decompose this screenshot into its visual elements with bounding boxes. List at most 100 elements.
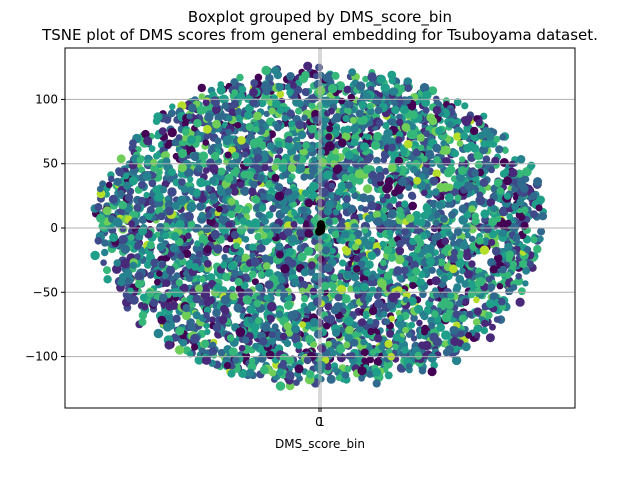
scatter-point: [347, 93, 356, 102]
scatter-point: [312, 297, 322, 307]
scatter-point: [203, 306, 212, 314]
scatter-point: [335, 188, 344, 197]
scatter-point: [208, 316, 216, 324]
scatter-point: [475, 119, 483, 127]
scatter-point: [143, 136, 153, 146]
scatter-point: [383, 318, 391, 326]
y-axis: 100 50 0 −50 −100: [25, 92, 65, 364]
scatter-point: [208, 163, 219, 174]
scatter-point: [344, 365, 352, 373]
scatter-point: [445, 345, 454, 354]
scatter-point: [191, 263, 200, 271]
scatter-point: [117, 208, 125, 215]
scatter-points: [90, 61, 548, 391]
scatter-point: [186, 113, 193, 120]
scatter-point: [266, 193, 274, 202]
scatter-point: [400, 149, 408, 157]
scatter-point: [408, 321, 416, 329]
scatter-point: [463, 211, 472, 219]
scatter-point: [134, 280, 143, 289]
scatter-point: [481, 237, 490, 246]
scatter-point: [237, 136, 246, 145]
scatter-point: [387, 163, 397, 173]
scatter-point: [420, 312, 429, 321]
scatter-point: [350, 124, 359, 133]
scatter-point: [355, 109, 364, 118]
scatter-point: [462, 298, 469, 305]
scatter-point: [205, 185, 213, 193]
scatter-point: [472, 318, 481, 326]
scatter-point: [401, 123, 411, 132]
scatter-point: [373, 156, 381, 165]
scatter-point: [156, 270, 163, 277]
scatter-point: [250, 257, 260, 267]
scatter-point: [449, 254, 458, 263]
scatter-point: [109, 233, 119, 242]
scatter-point: [242, 351, 250, 360]
scatter-point: [222, 246, 230, 254]
scatter-point: [175, 134, 183, 141]
scatter-point: [286, 247, 294, 256]
scatter-point: [261, 65, 271, 76]
scatter-point: [392, 333, 401, 342]
scatter-point: [181, 134, 189, 142]
scatter-point: [384, 177, 394, 186]
scatter-point: [396, 206, 404, 214]
scatter-point: [384, 193, 391, 200]
scatter-point: [453, 132, 462, 141]
scatter-point: [90, 250, 100, 261]
scatter-point: [339, 259, 347, 267]
scatter-point: [495, 145, 504, 154]
scatter-point: [113, 177, 122, 186]
scatter-point: [184, 168, 194, 178]
scatter-point: [206, 216, 216, 227]
scatter-point: [103, 275, 112, 284]
scatter-point: [286, 72, 295, 81]
scatter-point: [225, 114, 233, 122]
scatter-point: [396, 130, 404, 139]
scatter-point: [537, 235, 544, 243]
scatter-point: [422, 130, 430, 138]
scatter-point: [375, 165, 384, 174]
scatter-point: [309, 317, 319, 328]
scatter-point: [431, 310, 439, 318]
scatter-point: [515, 297, 525, 307]
scatter-point: [285, 370, 295, 381]
scatter-point: [420, 189, 428, 197]
scatter-point: [488, 238, 496, 247]
scatter-point: [335, 203, 343, 211]
scatter-point: [126, 187, 135, 196]
scatter-point: [302, 220, 310, 228]
scatter-point: [343, 106, 352, 115]
scatter-point: [457, 166, 467, 176]
scatter-point: [268, 107, 276, 115]
scatter-point: [203, 322, 210, 330]
scatter-point: [485, 311, 493, 320]
scatter-point: [202, 139, 210, 146]
scatter-point: [259, 337, 268, 346]
scatter-point: [342, 371, 350, 379]
scatter-point: [393, 266, 403, 276]
scatter-point: [318, 158, 328, 167]
y-tick-label: −50: [33, 285, 58, 299]
scatter-point: [510, 260, 518, 268]
scatter-point: [362, 206, 369, 213]
scatter-point: [405, 331, 413, 339]
scatter-point: [441, 331, 450, 339]
scatter-point: [231, 89, 239, 96]
scatter-point: [268, 337, 277, 345]
scatter-point: [407, 243, 416, 251]
scatter-point: [397, 96, 405, 105]
scatter-point: [304, 229, 314, 238]
scatter-point: [118, 235, 128, 245]
scatter-point: [490, 205, 498, 213]
scatter-point: [496, 283, 504, 290]
scatter-point: [379, 240, 387, 248]
scatter-point: [274, 183, 284, 192]
scatter-point: [440, 214, 448, 223]
scatter-point: [162, 157, 171, 166]
scatter-point: [395, 255, 405, 265]
scatter-point: [325, 218, 333, 226]
scatter-point: [249, 87, 258, 97]
x-tick-label: 0: [315, 415, 323, 429]
